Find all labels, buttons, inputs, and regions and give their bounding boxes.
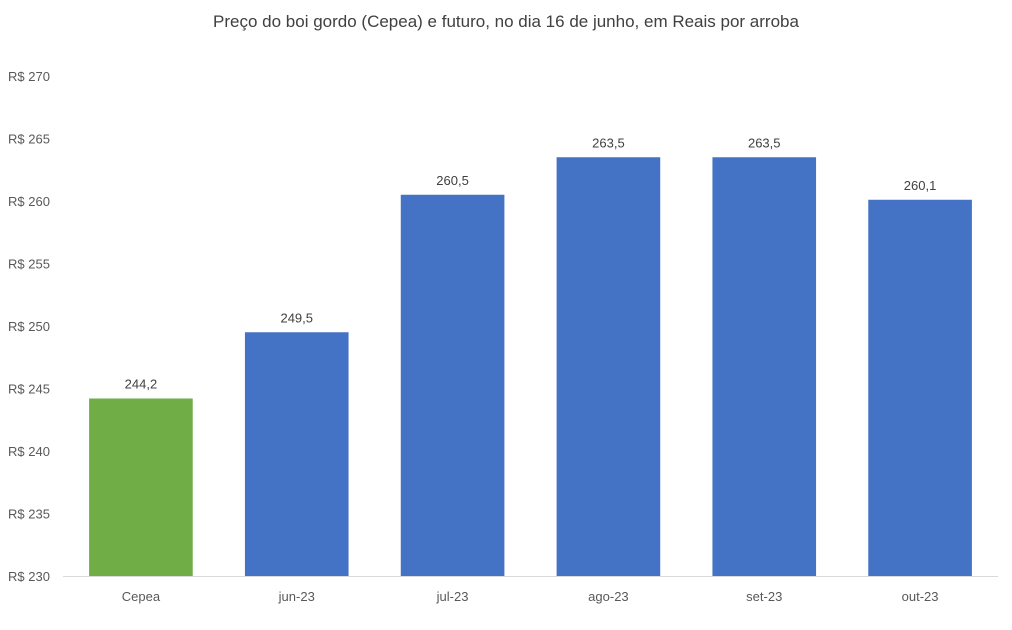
x-tick-label: ago-23 <box>588 589 628 604</box>
y-tick-label: R$ 230 <box>8 569 50 584</box>
bar-jul-23 <box>400 194 505 576</box>
x-axis: Cepea jun-23 jul-23 ago-23 set-23 out-23 <box>122 589 939 604</box>
data-label: 260,5 <box>436 173 469 188</box>
bar-out-23 <box>868 199 972 576</box>
y-tick-label: R$ 250 <box>8 319 50 334</box>
x-tick-label: Cepea <box>122 589 161 604</box>
x-tick-label: jun-23 <box>278 589 315 604</box>
chart-title: Preço do boi gordo (Cepea) e futuro, no … <box>213 12 799 31</box>
x-tick-label: out-23 <box>902 589 939 604</box>
x-tick-label: set-23 <box>746 589 782 604</box>
y-axis: R$ 230 R$ 235 R$ 240 R$ 245 R$ 250 R$ 255 R$ 2… <box>8 69 50 584</box>
y-tick-label: R$ 260 <box>8 194 50 209</box>
y-tick-label: R$ 235 <box>8 507 50 522</box>
bar-ago-23 <box>556 157 661 576</box>
y-tick-label: R$ 255 <box>8 257 50 272</box>
y-tick-label: R$ 265 <box>8 132 50 147</box>
bar-jun-23 <box>244 332 349 576</box>
y-tick-label: R$ 245 <box>8 382 50 397</box>
y-tick-label: R$ 240 <box>8 444 50 459</box>
bar-Cepea <box>89 398 193 576</box>
data-label: 249,5 <box>280 310 313 325</box>
data-label: 263,5 <box>592 135 625 150</box>
y-tick-label: R$ 270 <box>8 69 50 84</box>
data-label: 260,1 <box>904 178 937 193</box>
data-label: 263,5 <box>748 135 781 150</box>
bar-set-23 <box>712 157 817 576</box>
bars <box>89 157 972 576</box>
data-labels: 244,2 249,5 260,5 263,5 263,5 260,1 <box>125 135 937 391</box>
x-tick-label: jul-23 <box>436 589 469 604</box>
data-label: 244,2 <box>125 377 158 392</box>
